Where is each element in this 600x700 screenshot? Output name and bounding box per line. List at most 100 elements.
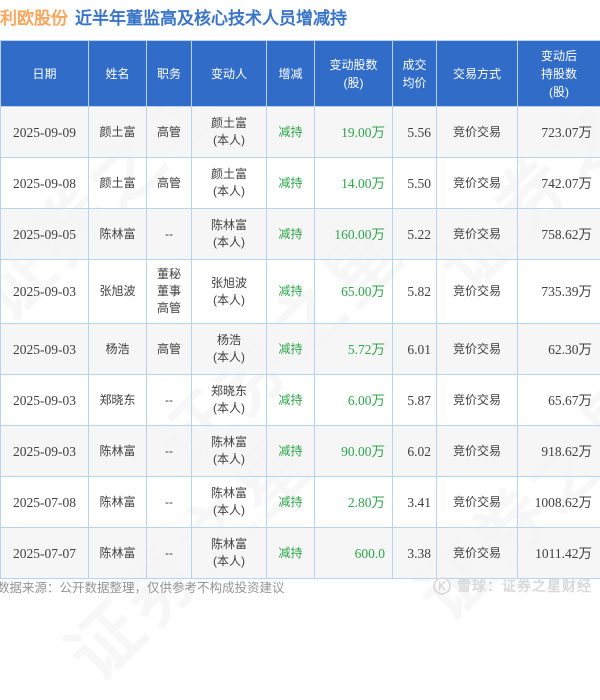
table-row: 2025-09-03 张旭波 董秘 董事 高管 张旭波 (本人) 减持 65.0… [1,260,600,324]
cell-changer: 陈林富 (本人) [192,528,267,579]
cell-avg-price: 5.82 [393,260,437,324]
page-subtitle: 近半年董监高及核心技术人员增减持 [75,9,347,28]
cell-method: 竞价交易 [437,209,518,260]
cell-method: 竞价交易 [437,158,518,209]
table-row: 2025-07-08 陈林富 -- 陈林富 (本人) 减持 2.80万 3.41… [1,477,600,528]
cell-shares: 600.0 [315,528,393,579]
cell-position: -- [147,426,192,477]
cell-position: -- [147,209,192,260]
cell-shares: 90.00万 [315,426,393,477]
cell-after: 1008.62万 [518,477,600,528]
cell-direction: 减持 [267,477,315,528]
cell-avg-price: 5.50 [393,158,437,209]
cell-name: 陈林富 [89,426,147,477]
cell-shares: 160.00万 [315,209,393,260]
cell-method: 竞价交易 [437,260,518,324]
page: { "title": { "stock": "利欧股份", "subtitle"… [0,0,600,601]
cell-direction: 减持 [267,375,315,426]
cell-method: 竞价交易 [437,528,518,579]
cell-position: 高管 [147,158,192,209]
cell-avg-price: 3.41 [393,477,437,528]
table-row: 2025-09-03 陈林富 -- 陈林富 (本人) 减持 90.00万 6.0… [1,426,600,477]
column-header-position: 职务 [147,41,192,107]
cell-changer: 陈林富 (本人) [192,209,267,260]
cell-date: 2025-09-03 [1,426,89,477]
cell-after: 1011.42万 [518,528,600,579]
cell-direction: 减持 [267,209,315,260]
cell-date: 2025-09-03 [1,375,89,426]
cell-changer: 张旭波 (本人) [192,260,267,324]
column-header-direction: 增减 [267,41,315,107]
cell-after: 918.62万 [518,426,600,477]
xueqiu-logo-icon [432,576,452,596]
cell-date: 2025-09-05 [1,209,89,260]
cell-changer: 颜土富 (本人) [192,107,267,158]
cell-after: 742.07万 [518,158,600,209]
cell-name: 陈林富 [89,209,147,260]
cell-name: 郑晓东 [89,375,147,426]
cell-after: 65.67万 [518,375,600,426]
table-row: 2025-07-07 陈林富 -- 陈林富 (本人) 减持 600.0 3.38… [1,528,600,579]
table-row: 2025-09-08 颜土富 高管 颜土富 (本人) 减持 14.00万 5.5… [1,158,600,209]
cell-avg-price: 5.87 [393,375,437,426]
column-header-shares: 变动股数 (股) [315,41,393,107]
data-source-note: 数据来源：公开数据整理，仅供参考不构成投资建议 [0,577,285,596]
table-row: 2025-09-05 陈林富 -- 陈林富 (本人) 减持 160.00万 5.… [1,209,600,260]
cell-position: -- [147,477,192,528]
cell-direction: 减持 [267,260,315,324]
cell-name: 杨浩 [89,324,147,375]
cell-direction: 减持 [267,107,315,158]
table-row: 2025-09-03 杨浩 高管 杨浩 (本人) 减持 5.72万 6.01 竞… [1,324,600,375]
table-row: 2025-09-03 郑晓东 -- 郑晓东 (本人) 减持 6.00万 5.87… [1,375,600,426]
column-header-avg-price: 成交 均价 [393,41,437,107]
cell-position: 董秘 董事 高管 [147,260,192,324]
cell-method: 竞价交易 [437,375,518,426]
table-header-row: 日期 姓名 职务 变动人 增减 变动股数 (股) 成交 均价 交易方式 变动后 … [1,41,600,107]
cell-date: 2025-07-08 [1,477,89,528]
cell-after: 723.07万 [518,107,600,158]
footer: 数据来源：公开数据整理，仅供参考不构成投资建议 雪球：证券之星财经 [0,574,600,598]
cell-shares: 6.00万 [315,375,393,426]
cell-avg-price: 5.56 [393,107,437,158]
cell-direction: 减持 [267,324,315,375]
cell-direction: 减持 [267,158,315,209]
cell-method: 竞价交易 [437,107,518,158]
cell-after: 735.39万 [518,260,600,324]
cell-direction: 减持 [267,426,315,477]
cell-avg-price: 5.22 [393,209,437,260]
stock-name: 利欧股份 [0,9,68,28]
cell-name: 张旭波 [89,260,147,324]
cell-shares: 14.00万 [315,158,393,209]
column-header-after: 变动后 持股数 (股) [518,41,600,107]
cell-changer: 郑晓东 (本人) [192,375,267,426]
cell-position: 高管 [147,107,192,158]
cell-shares: 65.00万 [315,260,393,324]
column-header-changer: 变动人 [192,41,267,107]
cell-name: 颜土富 [89,107,147,158]
brand-text: 雪球：证券之星财经 [457,576,592,596]
column-header-date: 日期 [1,41,89,107]
cell-date: 2025-07-07 [1,528,89,579]
cell-date: 2025-09-03 [1,260,89,324]
cell-method: 竞价交易 [437,426,518,477]
cell-shares: 2.80万 [315,477,393,528]
cell-position: -- [147,528,192,579]
cell-position: -- [147,375,192,426]
cell-date: 2025-09-09 [1,107,89,158]
column-header-name: 姓名 [89,41,147,107]
cell-shares: 19.00万 [315,107,393,158]
cell-name: 陈林富 [89,528,147,579]
cell-avg-price: 3.38 [393,528,437,579]
cell-date: 2025-09-03 [1,324,89,375]
cell-avg-price: 6.02 [393,426,437,477]
cell-changer: 颜土富 (本人) [192,158,267,209]
brand-badge: 雪球：证券之星财经 [432,576,592,596]
cell-shares: 5.72万 [315,324,393,375]
cell-avg-price: 6.01 [393,324,437,375]
cell-position: 高管 [147,324,192,375]
cell-method: 竞价交易 [437,324,518,375]
holdings-change-table: 日期 姓名 职务 变动人 增减 变动股数 (股) 成交 均价 交易方式 变动后 … [0,40,600,579]
cell-changer: 陈林富 (本人) [192,477,267,528]
cell-changer: 杨浩 (本人) [192,324,267,375]
table-row: 2025-09-09 颜土富 高管 颜土富 (本人) 减持 19.00万 5.5… [1,107,600,158]
